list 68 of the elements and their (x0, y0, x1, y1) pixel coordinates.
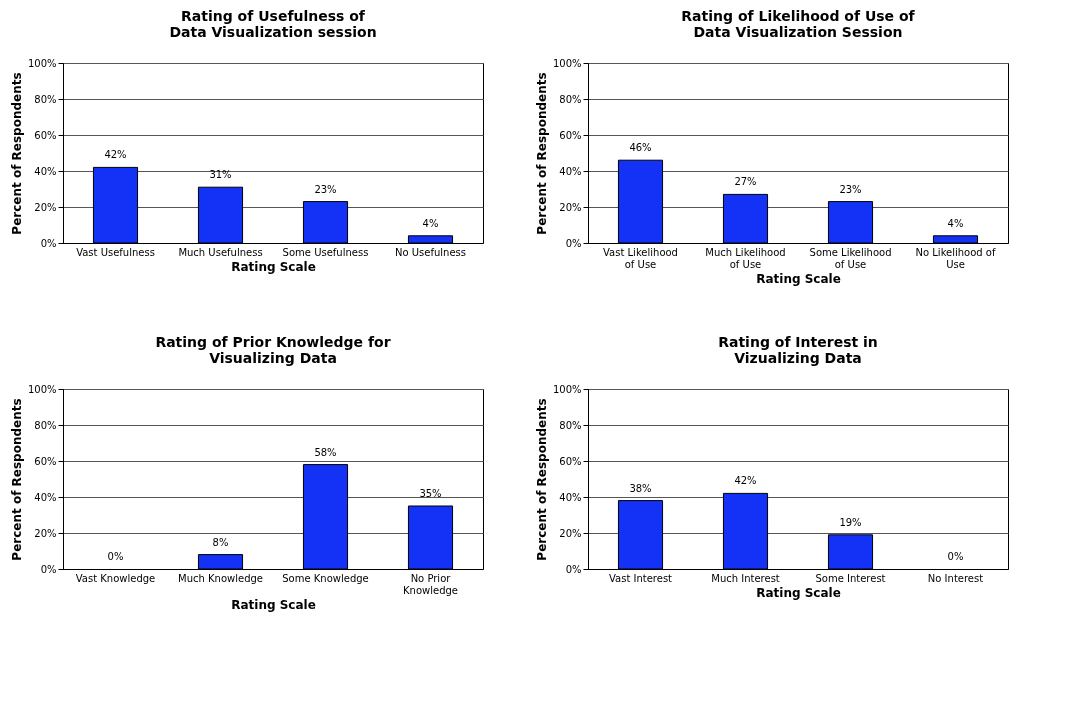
data-label: 4% (422, 217, 439, 229)
y-tick-label: 100% (552, 383, 582, 395)
data-label: 4% (947, 217, 964, 229)
data-label: 58% (314, 446, 337, 458)
x-axis-title: Rating Scale (756, 271, 841, 286)
x-tick-label: Much Usefulness (178, 246, 263, 258)
y-tick-label: 100% (27, 57, 57, 69)
data-label: 35% (419, 488, 442, 499)
x-tick-label: Vast Interest (608, 572, 673, 584)
x-axis-title: Rating Scale (231, 259, 316, 274)
data-label: 42% (104, 149, 127, 161)
y-tick-label: 0% (565, 237, 582, 249)
x-tick-label: Vast Knowledge (75, 572, 156, 584)
chart-title: Rating of Likelihood of Use of Data Visualization Session (681, 8, 916, 40)
y-tick-label: 60% (559, 455, 582, 467)
x-tick-label: Some Usefulness (282, 246, 369, 258)
y-tick-label: 100% (552, 57, 582, 69)
y-tick-label: 0% (565, 563, 582, 575)
x-tick-label: Much Likelihood of Use (705, 246, 786, 270)
y-tick-label: 20% (34, 201, 57, 213)
y-tick-label: 40% (34, 491, 57, 503)
y-axis-title: Percent of Respondents (9, 398, 24, 561)
data-label: 46% (629, 142, 652, 154)
x-tick-label: Some Likelihood of Use (809, 246, 892, 270)
x-tick-label: No Interest (927, 572, 984, 584)
chart-title: Rating of Prior Knowledge for Visualizing Data (155, 334, 391, 366)
y-axis-title: Percent of Respondents (534, 398, 549, 561)
y-tick-label: 0% (40, 237, 57, 249)
x-tick-label: Some Interest (815, 572, 886, 584)
data-label: 0% (107, 551, 124, 562)
x-tick-label: Vast Likelihood of Use (603, 246, 678, 270)
y-tick-label: 80% (559, 93, 582, 105)
data-label: 23% (314, 183, 337, 195)
y-tick-label: 60% (34, 129, 57, 141)
x-tick-label: Much Knowledge (178, 572, 263, 584)
data-label: 0% (947, 551, 964, 562)
data-label: 8% (212, 536, 229, 548)
x-axis-title: Rating Scale (756, 585, 841, 600)
y-tick-label: 80% (559, 419, 582, 431)
y-tick-label: 40% (559, 165, 582, 177)
x-axis-title: Rating Scale (231, 597, 316, 612)
x-tick-label: Much Interest (711, 572, 780, 584)
y-tick-label: 80% (34, 93, 57, 105)
y-axis-title: Percent of Respondents (9, 72, 24, 235)
data-label: 38% (629, 482, 652, 494)
y-tick-label: 80% (34, 419, 57, 431)
x-tick-label: Some Knowledge (282, 572, 369, 584)
y-tick-label: 0% (40, 563, 57, 575)
chart-title: Rating of Interest in Vizualizing Data (718, 334, 878, 366)
x-tick-label: No Prior Knowledge (403, 572, 458, 596)
data-label: 27% (734, 176, 757, 188)
y-tick-label: 40% (559, 491, 582, 503)
x-tick-label: No Usefulness (394, 246, 467, 258)
data-label: 31% (209, 169, 232, 181)
x-tick-label: Vast Usefulness (76, 246, 155, 258)
y-tick-label: 20% (34, 527, 57, 539)
x-tick-label: No Likelihood of Use (915, 246, 996, 270)
data-label: 42% (734, 475, 757, 487)
y-tick-label: 20% (559, 527, 582, 539)
y-tick-label: 20% (559, 201, 582, 213)
data-label: 19% (839, 516, 862, 528)
chart-title: Rating of Usefulness of Data Visualization session (169, 8, 377, 40)
y-tick-label: 60% (559, 129, 582, 141)
y-tick-label: 60% (34, 455, 57, 467)
data-label: 23% (839, 183, 862, 195)
y-tick-label: 40% (34, 165, 57, 177)
y-tick-label: 100% (27, 383, 57, 395)
y-axis-title: Percent of Respondents (534, 72, 549, 235)
